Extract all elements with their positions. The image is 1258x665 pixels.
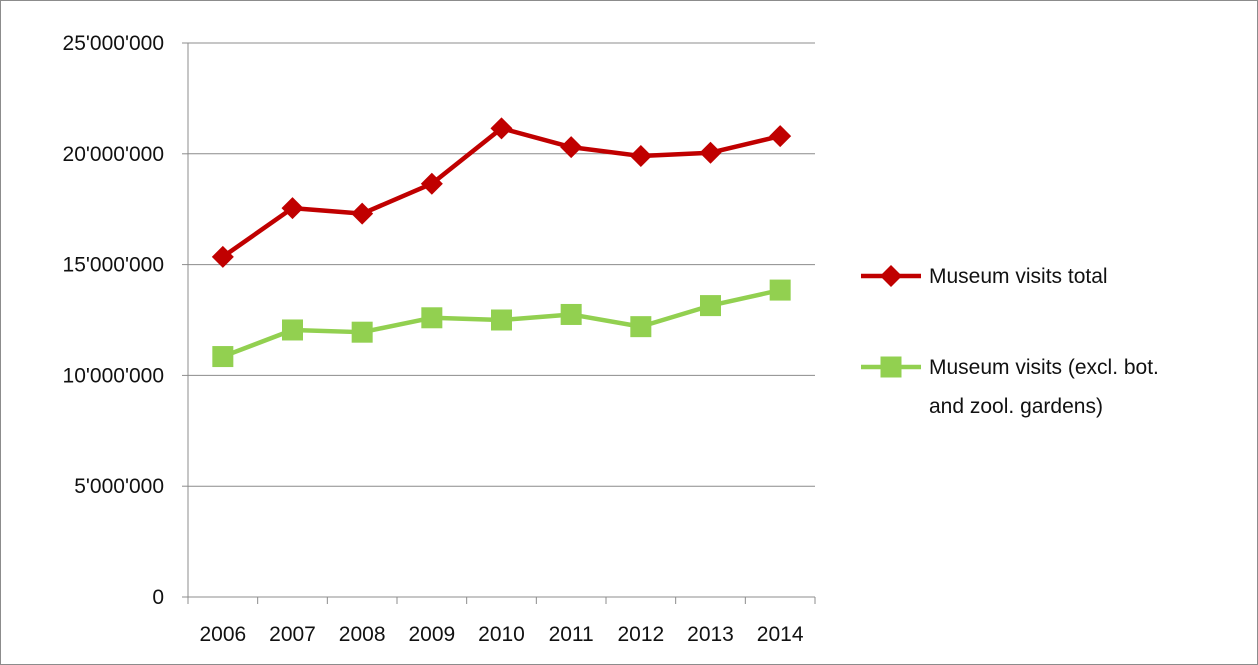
x-tick-labels: 2006 2007 2008 2009 2010 2011 2012 2013 2014	[199, 623, 803, 646]
data-point-2	[491, 309, 512, 331]
data-point-1	[211, 245, 234, 268]
data-point-1	[281, 197, 304, 220]
data-point-2	[421, 307, 443, 329]
series-group	[211, 117, 792, 368]
x-tick-label: 2013	[687, 623, 734, 646]
data-point-1	[560, 136, 583, 159]
data-point-2	[560, 303, 582, 325]
axes	[182, 42, 816, 604]
data-point-2	[282, 319, 303, 341]
legend-marker-2	[880, 356, 902, 378]
legend-marker-1	[880, 265, 902, 287]
legend: Museum visits total Museum visits (excl. …	[861, 265, 1159, 418]
data-point-2	[351, 321, 373, 343]
x-tick-label: 2010	[478, 623, 525, 646]
x-tick-label: 2014	[757, 623, 804, 646]
data-point-1	[490, 117, 513, 140]
data-point-1	[769, 125, 792, 148]
data-point-1	[699, 141, 722, 164]
data-point-1	[420, 172, 443, 195]
data-point-2	[769, 279, 791, 301]
y-tick-label: 20'000'000	[63, 143, 164, 166]
x-tick-label: 2012	[617, 623, 664, 646]
y-tick-label: 10'000'000	[63, 364, 164, 387]
y-tick-label: 25'000'000	[63, 32, 164, 55]
y-tick-labels: 0 5'000'000 10'000'000 15'000'000 20'000'000…	[63, 32, 164, 609]
data-point-2	[700, 295, 721, 317]
data-point-1	[629, 145, 652, 168]
legend-label-2: and zool. gardens)	[929, 395, 1103, 418]
data-point-1	[351, 202, 374, 225]
legend-label-2: Museum visits (excl. bot.	[929, 356, 1159, 379]
y-tick-label: 5'000'000	[74, 475, 164, 498]
x-tick-label: 2006	[199, 623, 246, 646]
legend-label-1: Museum visits total	[929, 265, 1108, 288]
x-tick-label: 2007	[269, 623, 316, 646]
y-tick-label: 0	[152, 586, 164, 609]
x-tick-label: 2011	[549, 623, 594, 646]
data-point-2	[212, 346, 234, 368]
data-point-2	[630, 316, 652, 338]
series-line-1	[221, 126, 781, 259]
x-tick-label: 2009	[408, 623, 455, 646]
y-tick-label: 15'000'000	[63, 254, 164, 277]
x-tick-label: 2008	[339, 623, 386, 646]
gridlines	[188, 42, 815, 487]
